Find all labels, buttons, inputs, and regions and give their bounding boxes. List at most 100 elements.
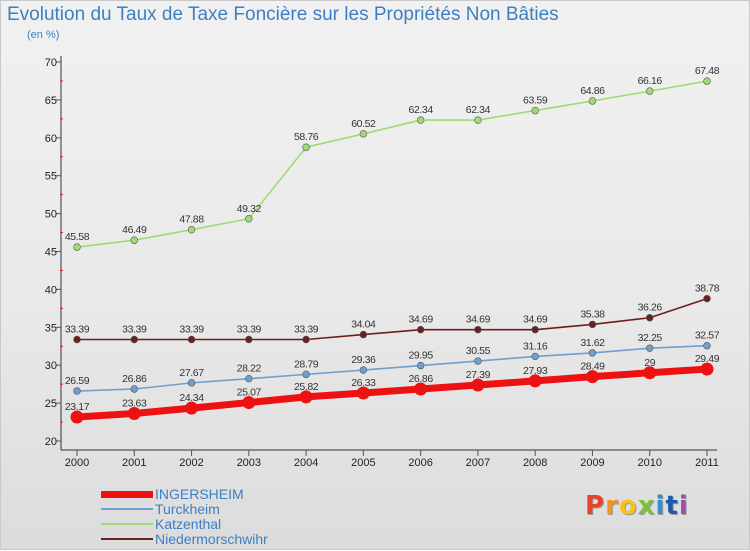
legend-label: Katzenthal: [155, 516, 222, 532]
data-point: [245, 335, 253, 344]
data-label: 34.04: [351, 319, 376, 331]
data-point: [588, 97, 597, 105]
data-label: 30.55: [466, 345, 491, 357]
data-point: [416, 361, 425, 370]
data-label: 23.17: [65, 401, 90, 413]
legend-label: INGERSHEIM: [155, 486, 244, 502]
series-line-turckheim: [76, 344, 708, 392]
data-label: 32.57: [695, 330, 720, 342]
data-label: 26.59: [65, 375, 90, 387]
data-label: 33.39: [179, 324, 204, 336]
data-label: 38.78: [695, 283, 720, 295]
data-label: 23.63: [122, 397, 147, 409]
data-label: 46.49: [122, 224, 147, 236]
y-tick-label: 60: [45, 133, 57, 145]
data-label: 35.38: [580, 308, 605, 320]
data-label: 34.69: [466, 314, 491, 326]
data-point: [531, 352, 539, 361]
data-label: 45.58: [65, 231, 90, 243]
data-point: [700, 362, 714, 376]
data-point: [70, 410, 84, 424]
data-label: 29: [644, 357, 655, 369]
x-tick-label: 2003: [237, 457, 261, 469]
data-label: 26.33: [351, 377, 376, 389]
legend-label: Turckheim: [155, 501, 220, 517]
data-point: [416, 325, 425, 334]
data-label: 64.86: [580, 85, 605, 97]
x-tick-label: 2000: [65, 457, 89, 469]
data-point: [703, 294, 711, 303]
series-lines: [73, 80, 711, 421]
data-point: [73, 335, 81, 344]
x-tick-label: 2005: [351, 457, 375, 469]
data-point: [185, 401, 199, 415]
x-tick-label: 2007: [466, 457, 490, 469]
series-points: [70, 77, 714, 424]
legend-swatch: [101, 508, 153, 510]
data-point: [414, 382, 428, 396]
y-tick-label: 35: [45, 322, 57, 334]
data-point: [646, 314, 654, 322]
data-point: [302, 143, 310, 151]
data-point: [416, 116, 425, 124]
data-point: [646, 87, 654, 95]
y-tick-label: 70: [45, 57, 57, 69]
data-label: 27.67: [179, 367, 204, 379]
data-point: [588, 320, 597, 329]
data-point: [127, 406, 141, 420]
data-label: 28.49: [580, 361, 605, 373]
y-tick-label: 30: [45, 360, 57, 372]
legend-swatch: [101, 538, 153, 540]
data-label: 58.76: [294, 131, 319, 143]
data-point: [531, 325, 539, 334]
data-label: 31.16: [523, 340, 548, 352]
data-point: [187, 335, 196, 344]
data-point: [643, 366, 657, 380]
legend-swatch: [101, 491, 153, 498]
data-point: [73, 243, 81, 251]
data-label: 33.39: [237, 324, 262, 336]
data-point: [474, 325, 482, 334]
x-tick-label: 2010: [637, 457, 661, 469]
data-label: 33.39: [65, 324, 90, 336]
data-point: [130, 385, 138, 393]
data-labels: 33.39 33.39 33.39 33.39 33.39 34.04 34.69 34.69…: [65, 65, 720, 413]
data-point: [474, 116, 482, 124]
data-point: [528, 374, 542, 388]
data-label: 63.59: [523, 95, 548, 107]
data-label: 34.69: [523, 314, 548, 326]
series-line-niedermorschwihr: [76, 297, 708, 341]
data-point: [299, 390, 313, 404]
series-line-ingersheim: [73, 365, 711, 421]
data-point: [356, 386, 370, 400]
x-tick-label: 2011: [695, 457, 719, 469]
x-tick-label: 2004: [294, 457, 318, 469]
data-point: [302, 370, 310, 379]
data-point: [359, 366, 368, 374]
data-label: 26.86: [122, 373, 147, 385]
x-tick-label: 2001: [122, 457, 146, 469]
x-tick-label: 2006: [408, 457, 432, 469]
data-label: 33.39: [122, 324, 147, 336]
data-point: [73, 387, 81, 395]
axes: 20 25 30 35 40 45 50 55 60 65 70 2000 2001 2002 2003 20…: [45, 56, 719, 469]
data-label: 27.93: [523, 365, 548, 377]
proxiti-logo: Proxiti: [585, 491, 689, 521]
data-label: 32.25: [638, 332, 663, 344]
data-point: [245, 374, 253, 383]
y-tick-label: 25: [45, 398, 57, 410]
data-label: 67.48: [695, 65, 720, 77]
y-tick-label: 45: [45, 247, 57, 259]
data-point: [359, 330, 368, 339]
data-label: 25.82: [294, 381, 319, 393]
data-label: 62.34: [408, 104, 433, 116]
data-label: 25.07: [237, 387, 262, 399]
x-tick-label: 2002: [179, 457, 203, 469]
chart-subtitle: (en %): [27, 29, 60, 41]
data-label: 27.39: [466, 369, 491, 381]
data-point: [130, 236, 138, 244]
data-label: 47.88: [179, 214, 204, 226]
data-point: [474, 357, 482, 365]
